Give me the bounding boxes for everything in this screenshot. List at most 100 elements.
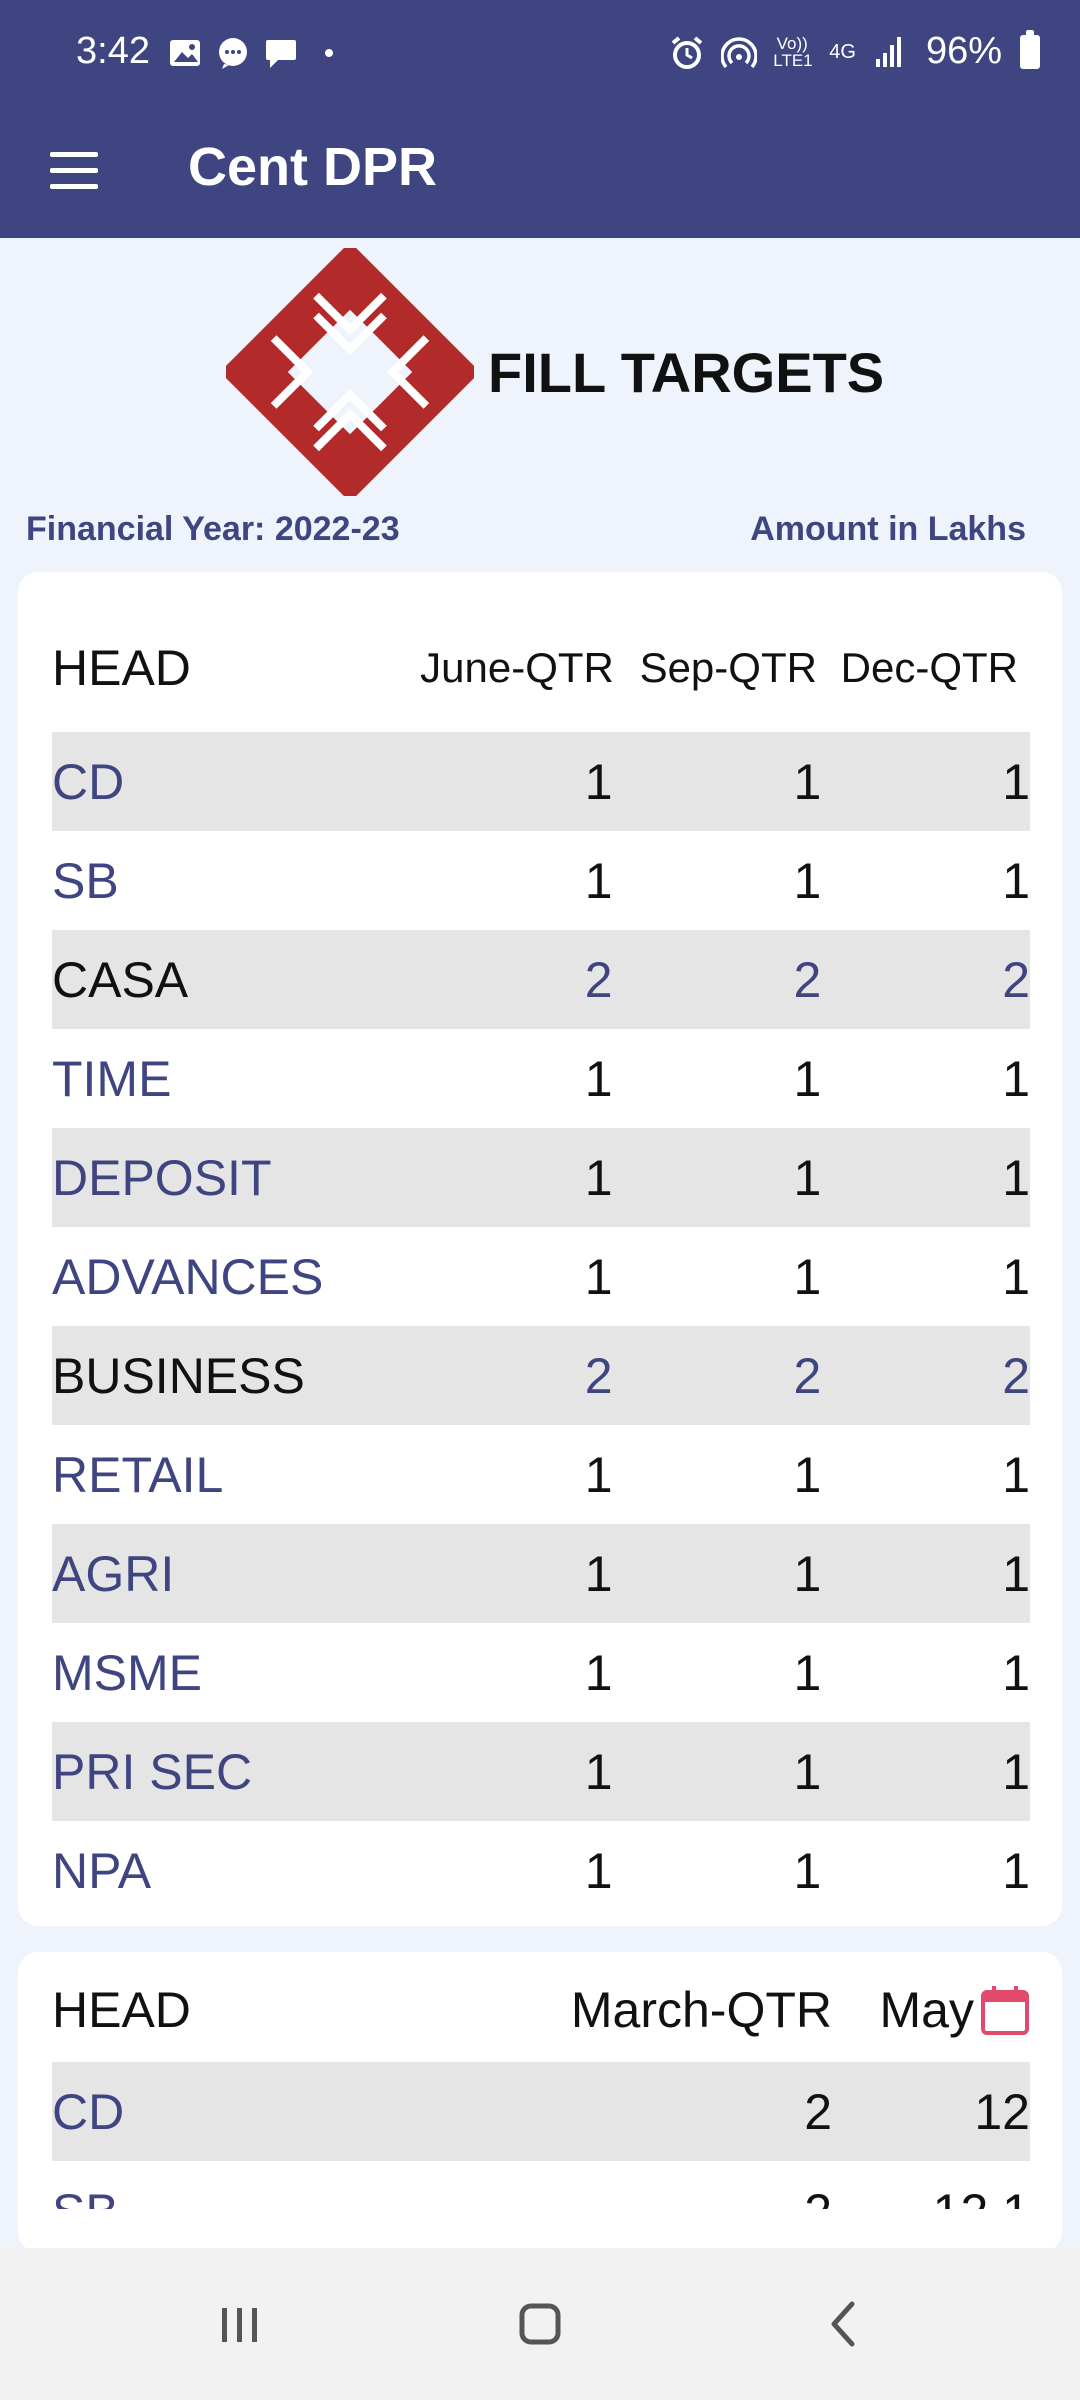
row-head: SB: [52, 852, 119, 909]
row-dec[interactable]: 1: [1002, 852, 1031, 909]
top-app-bar: 3:42 Vo)) LTE1 4G: [0, 0, 1080, 238]
row-may[interactable]: 12: [974, 2083, 1030, 2140]
row-dec[interactable]: 1: [1002, 1446, 1031, 1503]
signal-icon: [874, 35, 908, 69]
status-left-icons: [168, 36, 346, 70]
row-march[interactable]: 2: [452, 2161, 832, 2209]
row-sep[interactable]: 1: [793, 1743, 822, 1800]
table-row[interactable]: DEPOSIT 1 1 1: [52, 1128, 1030, 1227]
table-row[interactable]: NPA 1 1 1: [52, 1821, 1030, 1920]
table-row[interactable]: MSME 1 1 1: [52, 1623, 1030, 1722]
row-sep[interactable]: 1: [793, 1644, 822, 1701]
financial-year-label: Financial Year: 2022-23: [26, 510, 400, 548]
home-icon[interactable]: [500, 2292, 580, 2356]
header-june-qtr: June-QTR: [420, 644, 614, 691]
back-icon[interactable]: [804, 2292, 884, 2356]
row-june[interactable]: 1: [584, 1446, 613, 1503]
row-sep[interactable]: 1: [793, 1545, 822, 1602]
row-june[interactable]: 1: [584, 852, 613, 909]
row-dec[interactable]: 1: [1002, 1149, 1031, 1206]
row-sep[interactable]: 1: [793, 1248, 822, 1305]
row-may[interactable]: 12.1: [832, 2161, 1030, 2209]
row-dec[interactable]: 1: [1002, 1842, 1031, 1899]
table-row[interactable]: CASA 2 2 2: [52, 930, 1030, 1029]
row-june[interactable]: 1: [584, 1545, 613, 1602]
row-head: NPA: [52, 1842, 152, 1899]
row-dec[interactable]: 1: [1002, 1743, 1031, 1800]
row-sep[interactable]: 1: [793, 1050, 822, 1107]
alarm-icon: [669, 35, 703, 69]
hamburger-menu-icon[interactable]: [44, 140, 104, 200]
targets-table-card: HEAD June-QTR Sep-QTR Dec-QTR CD 1 1 1 S…: [18, 572, 1062, 1926]
row-june[interactable]: 1: [584, 1842, 613, 1899]
table-row[interactable]: AGRI 1 1 1: [52, 1524, 1030, 1623]
row-march[interactable]: 2: [804, 2083, 832, 2140]
row-head: MSME: [52, 1644, 202, 1701]
row-dec: 2: [1002, 951, 1031, 1008]
row-head: DEPOSIT: [52, 1149, 272, 1206]
gallery-icon: [168, 36, 202, 70]
row-head: SB: [52, 2161, 452, 2209]
row-dec: 2: [1002, 1347, 1031, 1404]
row-sep[interactable]: 1: [793, 753, 822, 810]
app-bar: Cent DPR: [0, 110, 1080, 238]
table-row[interactable]: PRI SEC 1 1 1: [52, 1722, 1030, 1821]
header-march-qtr: March-QTR: [570, 1982, 832, 2038]
status-time: 3:42: [76, 30, 150, 72]
battery-icon: [1020, 29, 1040, 69]
row-june[interactable]: 1: [584, 1248, 613, 1305]
calendar-icon[interactable]: [980, 1984, 1030, 2036]
header-sep-qtr: Sep-QTR: [639, 644, 817, 691]
table-row[interactable]: BUSINESS 2 2 2: [52, 1326, 1030, 1425]
row-sep[interactable]: 1: [793, 1842, 822, 1899]
table-row[interactable]: CD 1 1 1: [52, 732, 1030, 831]
header-head: HEAD: [52, 1982, 191, 2038]
row-sep: 2: [793, 951, 822, 1008]
row-sep[interactable]: 1: [793, 852, 822, 909]
row-dec[interactable]: 1: [1002, 753, 1031, 810]
table-row[interactable]: SB 1 1 1: [52, 831, 1030, 930]
row-june[interactable]: 1: [584, 753, 613, 810]
row-dec[interactable]: 1: [1002, 1248, 1031, 1305]
table-row[interactable]: ADVANCES 1 1 1: [52, 1227, 1030, 1326]
dot-icon: [312, 36, 346, 70]
monthly-table-card: HEAD March-QTR May CD 2 12 SB 2 12.1: [18, 1952, 1062, 2252]
row-head: CASA: [52, 951, 189, 1008]
row-head: ADVANCES: [52, 1248, 324, 1305]
header-head: HEAD: [52, 640, 191, 696]
row-head: CD: [52, 753, 125, 810]
header-dec-qtr: Dec-QTR: [840, 644, 1019, 691]
volte-icon: Vo)) LTE1: [773, 33, 813, 70]
row-sep[interactable]: 1: [793, 1446, 822, 1503]
row-june: 2: [584, 951, 613, 1008]
hotspot-icon: [720, 35, 758, 69]
row-june: 2: [584, 1347, 613, 1404]
table-row[interactable]: TIME 1 1 1: [52, 1029, 1030, 1128]
table-row[interactable]: RETAIL 1 1 1: [52, 1425, 1030, 1524]
row-june[interactable]: 1: [584, 1743, 613, 1800]
status-bar: 3:42 Vo)) LTE1 4G: [0, 0, 1080, 110]
bank-logo-icon: [226, 248, 474, 496]
header-month-picker[interactable]: May: [832, 1981, 1030, 2039]
row-head: CD: [52, 2083, 125, 2140]
header-may: May: [879, 1982, 974, 2038]
recent-apps-icon[interactable]: [200, 2292, 280, 2356]
battery-percent: 96%: [925, 30, 1002, 72]
system-nav-bar: [0, 2248, 1080, 2400]
table-row[interactable]: SB 2 12.1: [52, 2161, 1030, 2209]
table-header: HEAD June-QTR Sep-QTR Dec-QTR: [52, 618, 1030, 718]
row-june[interactable]: 1: [584, 1149, 613, 1206]
row-june[interactable]: 1: [584, 1050, 613, 1107]
table-row[interactable]: CD 2 12: [52, 2062, 1030, 2161]
row-dec[interactable]: 1: [1002, 1050, 1031, 1107]
row-june[interactable]: 1: [584, 1644, 613, 1701]
amount-unit-label: Amount in Lakhs: [750, 510, 1026, 548]
table-header: HEAD March-QTR May: [52, 1960, 1030, 2060]
row-dec[interactable]: 1: [1002, 1545, 1031, 1602]
row-sep[interactable]: 1: [793, 1149, 822, 1206]
row-dec[interactable]: 1: [1002, 1644, 1031, 1701]
row-head: RETAIL: [52, 1446, 224, 1503]
row-sep: 2: [793, 1347, 822, 1404]
row-head: PRI SEC: [52, 1743, 253, 1800]
4g-icon: 4G: [829, 40, 856, 63]
